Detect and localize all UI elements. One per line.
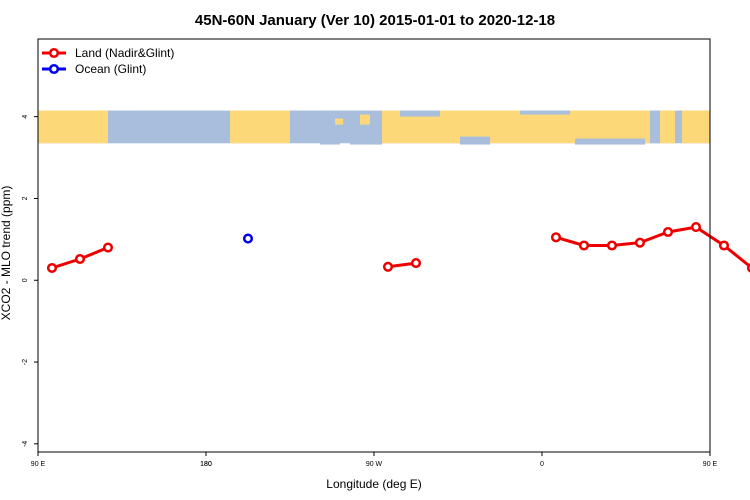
map-land-region: [660, 110, 675, 144]
data-point: [102, 242, 114, 253]
series-0: [46, 222, 750, 274]
data-point: [606, 240, 618, 251]
legend-label-land: Land (Nadir&Glint): [75, 46, 174, 60]
map-island: [335, 118, 343, 125]
legend-marker-land: [48, 47, 60, 59]
data-point: [662, 226, 674, 238]
map-ocean-patch: [120, 122, 130, 143]
y-tick-label: 0: [22, 278, 29, 282]
x-tick-label: 90 E: [703, 461, 718, 468]
map-land-region: [230, 110, 290, 144]
y-tick-label: 2: [22, 196, 29, 200]
data-point: [578, 240, 590, 251]
legend-entry-ocean: Ocean (Glint): [42, 62, 146, 76]
data-point: [242, 233, 254, 244]
y-axis-ticks: -4 -2 0 2 4: [22, 115, 38, 447]
plot-frame: [37, 38, 711, 453]
map-ocean-patch: [520, 110, 570, 115]
map-ocean-patch: [320, 126, 340, 145]
data-point: [46, 262, 58, 274]
series-line: [555, 225, 750, 269]
map-ocean-patch: [460, 136, 490, 145]
map-ocean-patch: [290, 110, 320, 121]
data-point: [410, 258, 422, 269]
legend: Land (Nadir&Glint) Ocean (Glint): [42, 46, 174, 76]
data-point: [550, 232, 562, 243]
chart-title: 45N-60N January (Ver 10) 2015-01-01 to 2…: [195, 12, 555, 29]
series-layer: [46, 222, 750, 274]
map-island: [695, 116, 703, 131]
x-tick-label: 90 E: [31, 461, 46, 468]
series-1: [242, 233, 254, 244]
map-land-region: [38, 110, 108, 144]
data-point: [718, 240, 730, 251]
y-tick-label: -2: [22, 359, 29, 365]
legend-marker-ocean: [48, 63, 60, 75]
data-point: [690, 222, 702, 233]
map-island: [360, 114, 370, 125]
x-tick-label: 0: [540, 461, 544, 468]
map-ocean-patch: [400, 110, 440, 117]
map-ocean-patch: [350, 132, 382, 145]
x-axis-label: Longitude (deg E): [326, 477, 421, 491]
data-point: [382, 261, 394, 272]
map-ocean-patch: [575, 138, 645, 145]
map-band: [38, 110, 710, 145]
legend-entry-land: Land (Nadir&Glint): [42, 46, 174, 60]
data-point: [74, 253, 86, 265]
map-ocean-patch: [650, 110, 660, 144]
data-point: [634, 237, 646, 248]
legend-label-ocean: Ocean (Glint): [75, 62, 146, 76]
x-tick-label: 180: [200, 461, 212, 468]
map-ocean-patch: [108, 110, 138, 127]
map-island: [640, 124, 650, 133]
x-tick-label: 180: [200, 461, 212, 468]
y-tick-label: 4: [22, 115, 29, 119]
x-tick-label: 90 W: [366, 461, 383, 468]
y-tick-label: -4: [22, 441, 29, 447]
y-axis-label: XCO2 - MLO trend (ppm): [0, 186, 13, 321]
